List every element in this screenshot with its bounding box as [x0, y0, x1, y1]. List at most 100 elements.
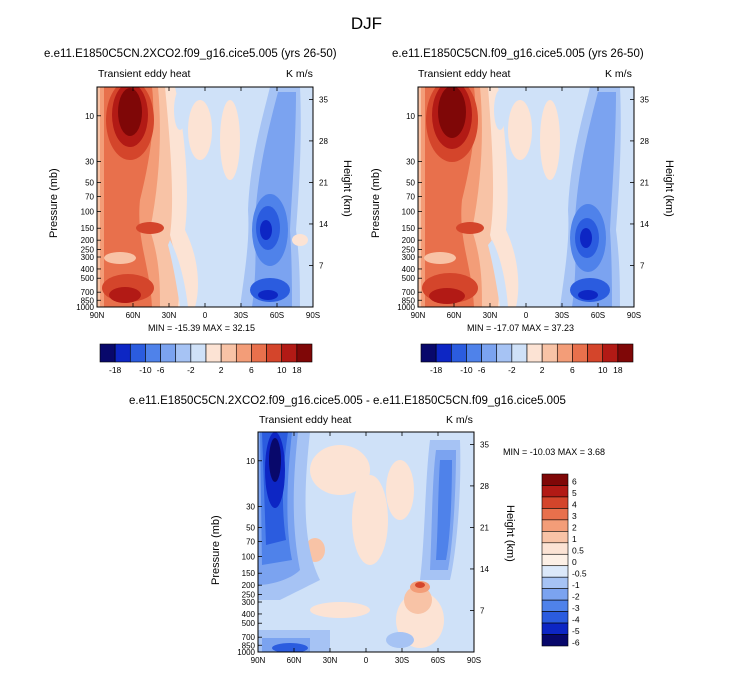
y-tick-label: 100: [81, 207, 95, 216]
y-tick-label: 1000: [237, 648, 255, 657]
colorbar-label: 18: [292, 365, 302, 375]
colorbar-label: -18: [109, 365, 122, 375]
y-tick-label: 400: [242, 610, 256, 619]
colorbar-label: -18: [430, 365, 443, 375]
y-tick-label: 10: [85, 112, 94, 121]
y-tick-label: 10: [406, 112, 415, 121]
colorbar-3-label: 6: [572, 477, 577, 487]
colorbar-swatch: [466, 343, 482, 363]
x-tick-label: 60S: [591, 311, 605, 320]
x-tick-label: 90N: [411, 311, 426, 320]
y-tick-label: 300: [242, 598, 256, 607]
x-tick-label: 60N: [287, 656, 302, 665]
y-tick-label: 50: [85, 179, 94, 188]
colorbar-3-swatch: [541, 519, 569, 532]
colorbar-swatch: [496, 343, 513, 363]
colorbar-3-label: 0: [572, 557, 577, 567]
colorbar-3-label: 2: [572, 523, 577, 533]
colorbar-3-swatch: [541, 565, 569, 578]
colorbar-3-label: -5: [572, 626, 580, 636]
y-tick-label: 70: [85, 193, 94, 202]
colorbar-swatch: [572, 343, 588, 363]
y-tick-label: 70: [246, 538, 255, 547]
y-tick-label: 300: [402, 253, 416, 262]
colorbar-swatch: [251, 343, 267, 363]
colorbar-swatch: [435, 343, 452, 363]
colorbar-swatch: [175, 343, 192, 363]
y-tick-label: 250: [81, 245, 95, 254]
y-tick-label: 850: [81, 296, 95, 305]
colorbar-label: 2: [219, 365, 224, 375]
y-tick-label: 850: [402, 296, 416, 305]
colorbar-label: 10: [277, 365, 287, 375]
x-tick-label: 30S: [395, 656, 409, 665]
x-tick-label: 0: [524, 311, 529, 320]
colorbar-3-swatch: [541, 531, 569, 544]
figure-title: DJF: [350, 14, 383, 33]
x-tick-label: 60N: [447, 311, 462, 320]
y-tick-label: 500: [242, 619, 256, 628]
y2-tick-label: 21: [640, 178, 649, 187]
colorbar-swatch: [160, 343, 177, 363]
colorbar-swatch: [617, 343, 634, 363]
y2-tick-label: 35: [480, 440, 489, 449]
colorbar-label: 6: [249, 365, 254, 375]
y-tick-label: 850: [242, 641, 256, 650]
colorbar-label: -10: [460, 365, 473, 375]
y-tick-label: 50: [406, 179, 415, 188]
y2-tick-label: 14: [319, 220, 328, 229]
colorbar-3-swatch: [541, 634, 569, 647]
colorbar-label: -10: [139, 365, 152, 375]
colorbar-3-swatch: [541, 473, 569, 486]
colorbar-3-label: -2: [572, 591, 580, 601]
panel-3-stats: MIN = -10.03 MAX = 3.68: [503, 447, 606, 457]
x-tick-label: 90S: [627, 311, 641, 320]
x-tick-label: 30N: [323, 656, 338, 665]
panel-1-units: K m/s: [286, 68, 313, 80]
panel-1-stats: MIN = -15.39 MAX = 32.15: [148, 323, 256, 333]
y2-tick-label: 28: [640, 137, 649, 146]
y2-tick-label: 7: [319, 261, 324, 270]
y2-tick-label: 35: [319, 95, 328, 104]
colorbar-3-swatch: [541, 542, 569, 555]
y-tick-label: 500: [402, 274, 416, 283]
y-tick-label: 400: [402, 265, 416, 274]
colorbar-swatch: [281, 343, 298, 363]
x-tick-label: 60S: [270, 311, 284, 320]
colorbar-3-label: -1: [572, 580, 580, 590]
y-tick-label: 250: [242, 590, 256, 599]
y-tick-label: 700: [242, 633, 256, 642]
y-tick-label: 700: [81, 288, 95, 297]
colorbar-label: 6: [570, 365, 575, 375]
y-tick-label: 10: [246, 457, 255, 466]
colorbar-label: -2: [508, 365, 516, 375]
colorbar-3-label: 0.5: [572, 546, 584, 556]
colorbar-swatch: [145, 343, 161, 363]
colorbar-3-label: -4: [572, 614, 580, 624]
colorbar-label: -6: [478, 365, 486, 375]
x-tick-label: 30S: [234, 311, 248, 320]
x-tick-label: 90N: [251, 656, 266, 665]
y-tick-label: 150: [81, 224, 95, 233]
panel-3-field: [258, 432, 474, 652]
colorbar-swatch: [296, 343, 313, 363]
colorbar-swatch: [114, 343, 131, 363]
colorbar-3-label: 4: [572, 500, 577, 510]
colorbar-3-label: 5: [572, 488, 577, 498]
y2-tick-label: 7: [640, 261, 645, 270]
panel-3-units: K m/s: [446, 414, 473, 426]
y-tick-label: 250: [402, 245, 416, 254]
x-tick-label: 60S: [431, 656, 445, 665]
panel-1-field: [97, 87, 313, 307]
y-tick-label: 150: [402, 224, 416, 233]
y-tick-label: 1000: [397, 303, 415, 312]
y-tick-label: 30: [85, 157, 94, 166]
colorbar-3-label: -3: [572, 603, 580, 613]
panel-2-left-label: Transient eddy heat: [418, 68, 511, 80]
colorbar-label: 2: [540, 365, 545, 375]
colorbar-swatch: [556, 343, 573, 363]
colorbar-3-swatch: [541, 553, 569, 567]
colorbar-swatch: [450, 343, 467, 363]
y-tick-label: 200: [242, 581, 256, 590]
